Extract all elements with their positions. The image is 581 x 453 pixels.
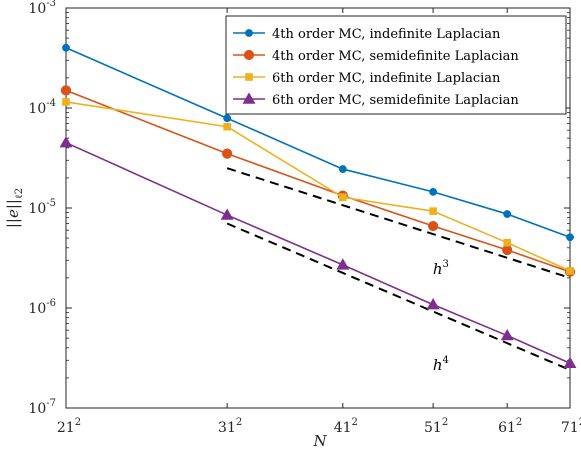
series-line — [65, 89, 571, 273]
x-tick-label: 512 — [424, 417, 448, 436]
reference-line-h4 — [226, 222, 571, 371]
y-tick-label: 10-3 — [28, 0, 56, 17]
reference-lines: h3 h4 — [226, 167, 571, 374]
data-point — [59, 136, 73, 148]
series-line — [65, 101, 571, 272]
series-line — [65, 47, 571, 238]
y-tick-label: 10-7 — [28, 398, 56, 417]
y-tick-label: 10-5 — [28, 198, 56, 217]
y-tick-label: 10-4 — [28, 98, 56, 117]
legend-label: 4th order MC, semidefinite Laplacian — [272, 49, 519, 64]
series-lines — [59, 43, 577, 368]
legend-box — [225, 15, 567, 115]
series-1 — [62, 43, 574, 242]
data-point — [62, 98, 70, 106]
data-point — [563, 356, 577, 368]
legend-marker — [242, 92, 256, 104]
legend-marker — [245, 29, 253, 37]
data-point — [223, 122, 231, 131]
reference-label-h4: h4 — [433, 355, 449, 374]
legend-marker — [243, 49, 255, 61]
data-point — [429, 207, 437, 215]
legend-label: 6th order MC, indefinite Laplacian — [272, 71, 501, 86]
legend-label: 6th order MC, semidefinite Laplacian — [272, 93, 519, 108]
data-point — [429, 187, 438, 196]
data-point — [503, 210, 512, 218]
x-tick-label: 412 — [334, 417, 358, 436]
series-4 — [59, 136, 577, 368]
reference-line-h3 — [226, 167, 571, 279]
data-point — [223, 114, 232, 123]
series-2 — [60, 85, 576, 277]
x-tick-label: 712 — [561, 417, 581, 436]
data-point — [338, 165, 347, 173]
data-point — [566, 233, 574, 242]
data-point — [428, 220, 439, 232]
data-point — [500, 328, 514, 341]
series-line — [65, 141, 571, 365]
data-point — [62, 43, 70, 52]
data-point — [222, 148, 233, 159]
x-tick-label: 312 — [218, 417, 242, 436]
axes: 212 312 412 512 612 712 10-7 10-6 10-5 10-4 10-3 — [28, 0, 581, 436]
legend: 4th order MC, indefinite Laplacian 4th or… — [225, 15, 567, 115]
data-point — [502, 244, 513, 256]
data-point — [220, 208, 234, 220]
series-3 — [62, 98, 574, 275]
y-tick-label: 10-6 — [28, 298, 56, 317]
data-point — [336, 258, 350, 270]
legend-marker — [245, 73, 253, 81]
x-tick-label: 612 — [498, 417, 522, 436]
data-point — [566, 267, 574, 275]
data-point — [339, 193, 347, 202]
y-axis-label: ||e||ℓ2 — [4, 188, 25, 228]
data-point — [426, 298, 440, 310]
x-axis-label: N — [312, 432, 327, 450]
data-point — [60, 85, 72, 96]
x-tick-label: 212 — [57, 417, 81, 436]
reference-label-h3: h3 — [433, 259, 449, 278]
data-point — [503, 238, 511, 247]
legend-label: 4th order MC, indefinite Laplacian — [272, 27, 501, 42]
